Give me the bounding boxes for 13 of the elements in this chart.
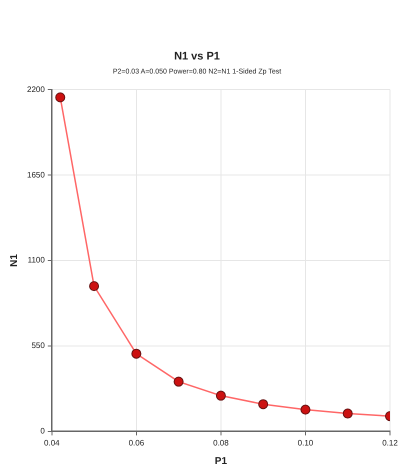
x-tick-label: 0.12 (382, 438, 398, 448)
x-tick-label: 0.10 (298, 438, 314, 448)
y-axis-title: N1 (8, 254, 20, 267)
y-tick-label: 550 (31, 341, 46, 350)
x-tick-label: 0.08 (213, 438, 230, 448)
y-tick-label: 1100 (28, 256, 46, 265)
x-axis-title: P1 (214, 456, 228, 467)
y-tick-label: 0 (40, 426, 46, 436)
x-tick-label: 0.06 (128, 438, 145, 448)
y-tick-label: 2200 (27, 84, 46, 94)
y-tick-label: 1650 (27, 170, 46, 180)
x-tick-label: 0.04 (44, 438, 60, 448)
chart-title: N1 vs P1 (174, 50, 220, 63)
